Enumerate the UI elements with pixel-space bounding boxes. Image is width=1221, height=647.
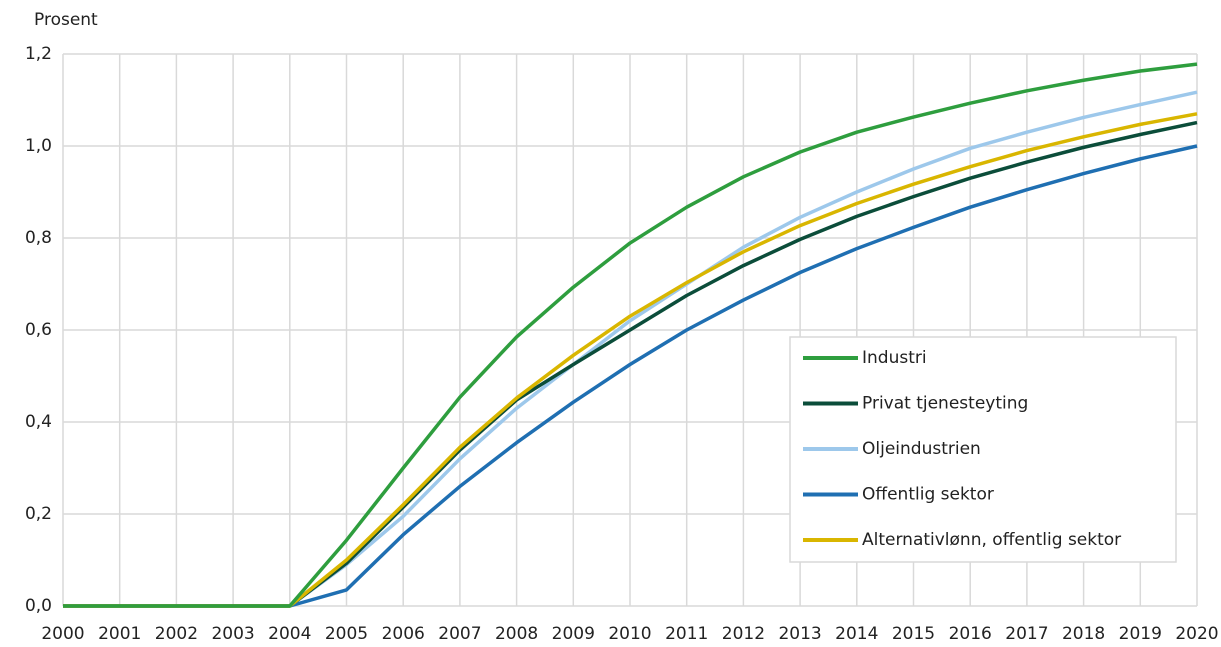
legend-label: Offentlig sektor [862,485,994,505]
x-tick-label: 2009 [552,624,595,644]
x-tick-label: 2002 [155,624,198,644]
x-tick-label: 2014 [835,624,878,644]
y-tick-label: 0,8 [25,228,52,248]
x-tick-label: 2013 [778,624,821,644]
x-tick-label: 2005 [325,624,368,644]
x-tick-label: 2015 [892,624,935,644]
y-tick-label: 0,0 [25,596,52,616]
legend-label: Industri [862,348,927,368]
x-tick-label: 2011 [665,624,708,644]
legend-label: Oljeindustrien [862,439,981,459]
y-tick-label: 0,6 [25,320,52,340]
x-tick-label: 2006 [382,624,425,644]
legend-label: Privat tjenesteyting [862,394,1028,414]
x-tick-label: 2004 [268,624,311,644]
x-tick-label: 2018 [1062,624,1105,644]
y-tick-label: 1,0 [25,136,52,156]
x-tick-label: 2017 [1005,624,1048,644]
x-tick-label: 2016 [949,624,992,644]
y-tick-label: 0,2 [25,504,52,524]
x-tick-label: 2020 [1175,624,1218,644]
x-tick-label: 2000 [41,624,84,644]
y-axis-label: Prosent [34,10,98,30]
x-tick-label: 2012 [722,624,765,644]
y-tick-label: 0,4 [25,412,52,432]
x-tick-label: 2019 [1119,624,1162,644]
x-tick-label: 2003 [211,624,254,644]
x-tick-label: 2001 [98,624,141,644]
y-tick-label: 1,2 [25,44,52,64]
x-tick-label: 2010 [608,624,651,644]
series-line [63,62,1198,608]
legend-label: Alternativlønn, offentlig sektor [862,530,1121,550]
x-tick-label: 2007 [438,624,481,644]
x-tick-label: 2008 [495,624,538,644]
